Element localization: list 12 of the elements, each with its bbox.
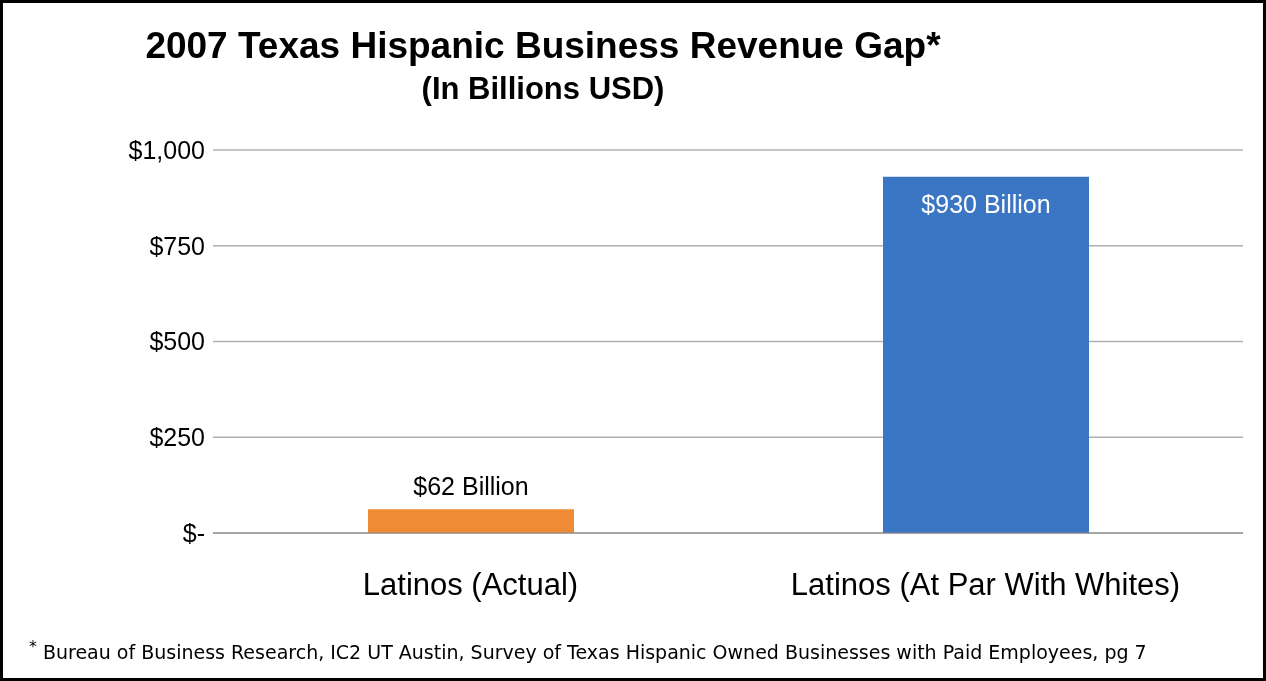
y-tick-label: $750	[149, 231, 205, 260]
y-tick-label: $250	[149, 423, 205, 452]
chart-subtitle: (In Billions USD)	[420, 70, 666, 108]
y-tick-label: $500	[149, 327, 205, 356]
y-tick-label: $1,000	[128, 135, 205, 164]
chart-title: 2007 Texas Hispanic Business Revenue Gap*	[144, 25, 942, 67]
data-label: $930 Billion	[921, 189, 1051, 218]
text: $^{*}$ Bureau of Business Research, IC2 UT Austin, Survey of Texas Hispanic Owned Businesses with Paid Employees, pg 7	[29, 637, 1147, 664]
y-tick-label: $-	[182, 518, 205, 547]
x-tick-label: Latinos (At Par With Whites)	[790, 567, 1181, 603]
data-label: $62 Billion	[413, 472, 529, 501]
x-tick-label: Latinos (Actual)	[362, 567, 579, 603]
